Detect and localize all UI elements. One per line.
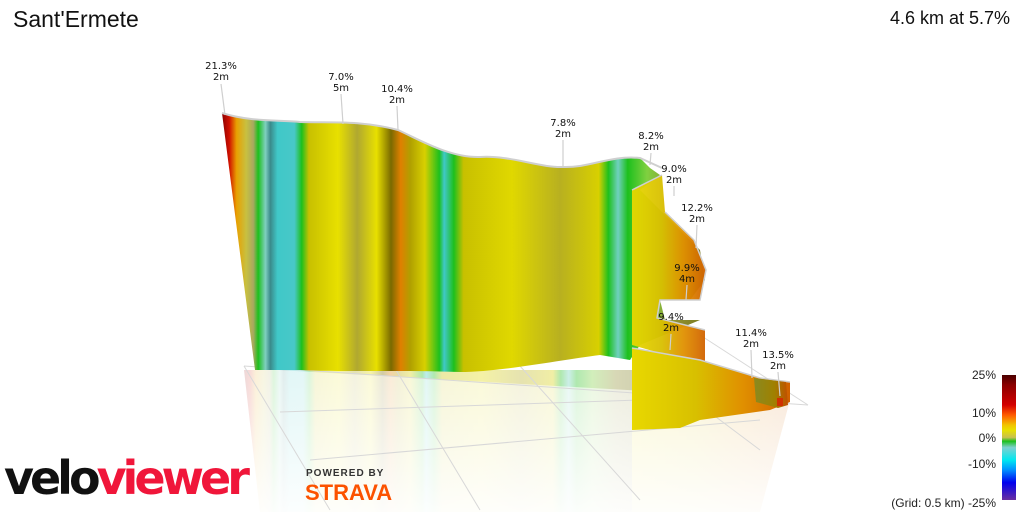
annotation-grade: 10.4% xyxy=(381,84,413,95)
legend-label-25: 25% xyxy=(971,368,996,382)
annotation-duration: 2m xyxy=(662,323,680,334)
gradient-color-scale xyxy=(1002,375,1016,500)
legend-label-0: 0% xyxy=(978,431,996,445)
legend-label-minus-25: -25% xyxy=(967,496,996,510)
annotation-9-0: 9.0% 2m xyxy=(661,164,686,186)
annotation-grade: 7.0% xyxy=(328,72,354,83)
annotation-duration: 2m xyxy=(388,95,406,106)
annotation-13-5: 13.5% 2m xyxy=(762,350,794,372)
veloviewer-logo: veloviewer xyxy=(4,448,250,508)
annotation-grade: 9.0% xyxy=(661,164,687,175)
strava-logo: STRAVA xyxy=(305,480,393,505)
annotation-8-2: 8.2% 2m xyxy=(638,131,663,153)
annotation-12-2: 12.2% 2m xyxy=(681,203,713,225)
grid-note: (Grid: 0.5 km) xyxy=(891,496,965,510)
annotation-7-0: 7.0% 5m xyxy=(328,72,353,94)
annotation-grade: 21.3% xyxy=(205,61,237,72)
segment-summary: 4.6 km at 5.7% xyxy=(889,8,1010,28)
logo-viewer-text: viewer xyxy=(96,451,250,505)
annotation-7-8: 7.8% 2m xyxy=(550,118,575,140)
annotation-grade: 8.2% xyxy=(638,131,664,142)
annotation-duration: 5m xyxy=(332,83,350,94)
annotation-grade: 9.4% xyxy=(658,312,684,323)
profile-wall-switchback-1 xyxy=(632,175,706,366)
profile-wall-main xyxy=(222,113,705,372)
annotation-grade: 12.2% xyxy=(681,203,713,214)
annotation-duration: 4m xyxy=(678,274,696,285)
annotation-duration: 2m xyxy=(212,72,230,83)
legend-label-minus-10: -10% xyxy=(967,457,996,471)
annotation-duration: 2m xyxy=(742,339,760,350)
powered-by-text: POWERED BY xyxy=(306,468,385,479)
annotation-grade: 7.8% xyxy=(550,118,576,129)
legend-label-10: 10% xyxy=(971,406,996,420)
annotation-11-4: 11.4% 2m xyxy=(735,328,767,350)
annotation-21-3: 21.3% 2m xyxy=(205,61,237,83)
legend-footer: (Grid: 0.5 km) -25% xyxy=(891,496,996,510)
profile-wall-switchback-2 xyxy=(632,348,790,430)
annotation-duration: 2m xyxy=(642,142,660,153)
annotation-duration: 2m xyxy=(554,129,572,140)
logo-velo-text: velo xyxy=(4,451,101,505)
annotation-duration: 2m xyxy=(665,175,683,186)
annotation-duration: 2m xyxy=(769,361,787,372)
segment-title: Sant'Ermete xyxy=(13,6,139,32)
annotation-9-9: 9.9% 4m xyxy=(674,263,699,285)
annotation-grade: 13.5% xyxy=(762,350,794,361)
annotation-10-4: 10.4% 2m xyxy=(381,84,413,106)
annotation-9-4: 9.4% 2m xyxy=(658,312,683,334)
annotation-grade: 11.4% xyxy=(735,328,767,339)
annotation-duration: 2m xyxy=(688,214,706,225)
annotation-grade: 9.9% xyxy=(674,263,700,274)
annotation-leaders xyxy=(220,83,781,397)
